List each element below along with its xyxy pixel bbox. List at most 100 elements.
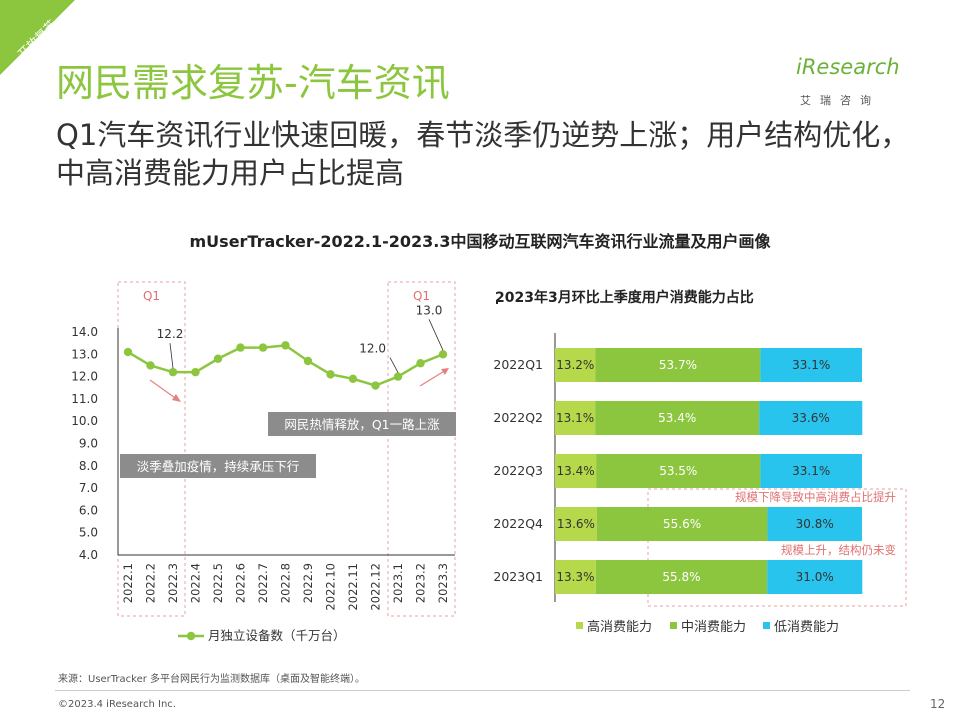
corner-banner: 开放复苏 — [0, 0, 75, 75]
value-label-leader — [389, 357, 399, 373]
x-tick-label: 2023.1 — [391, 563, 405, 603]
x-tick-label: 2022.5 — [211, 563, 225, 603]
trend-arrow-down — [149, 379, 179, 401]
legend-marker — [186, 631, 196, 641]
x-tick-label: 2022.1 — [121, 563, 135, 603]
data-point — [326, 370, 335, 379]
data-point — [303, 356, 313, 366]
bar-segment — [596, 507, 768, 541]
bar-segment — [595, 560, 768, 594]
value-label-leader — [428, 319, 444, 351]
data-point — [168, 367, 178, 377]
brand-logo: iResearch 艾瑞咨询 — [790, 55, 920, 107]
data-point — [281, 341, 290, 350]
data-point — [416, 359, 425, 368]
data-point — [393, 372, 403, 381]
category-label: 2022Q1 — [493, 357, 543, 372]
trend-arrow-up — [419, 369, 447, 387]
bar-segment — [595, 348, 761, 382]
annotation-region — [647, 488, 907, 607]
bar-value-label: 13.3% — [556, 570, 594, 584]
bar-value-label: 53.5% — [659, 464, 697, 478]
x-tick-label: 2022.11 — [346, 563, 360, 611]
x-tick-label: 2022.2 — [144, 563, 158, 603]
data-point — [191, 367, 200, 377]
bar-value-label: 53.4% — [658, 411, 696, 425]
trend-arrow-up-head — [441, 368, 449, 375]
bar-segment — [759, 401, 863, 435]
annotation-fall: 淡季叠加疫情，持续承压下行 — [137, 459, 300, 474]
bar-segment — [767, 560, 863, 594]
data-point — [213, 354, 223, 363]
bar-value-label: 55.6% — [663, 517, 701, 531]
y-tick-label: 6.0 — [79, 503, 98, 517]
copyright: ©2023.4 iResearch Inc. — [58, 699, 176, 710]
bar-segment — [555, 401, 596, 435]
data-point — [348, 374, 358, 384]
bar-value-label: 13.2% — [556, 358, 594, 372]
x-tick-label: 2022.4 — [189, 563, 203, 603]
annotation-box-fall — [120, 454, 316, 478]
title-marker — [496, 300, 498, 304]
y-tick-label: 14.0 — [71, 325, 98, 339]
y-tick-label: 12.0 — [71, 370, 98, 384]
annotation-rise: 网民热情释放，Q1一路上涨 — [284, 417, 440, 432]
bar-value-label: 13.1% — [556, 411, 594, 425]
legend-label: 低消费能力 — [774, 620, 839, 635]
bar-value-label: 53.7% — [659, 358, 697, 372]
y-tick-label: 9.0 — [79, 437, 98, 451]
x-tick-label: 2022.12 — [369, 563, 383, 611]
value-label: 12.0 — [359, 342, 386, 356]
bar-segment — [555, 348, 596, 382]
brand-cn-text: 艾瑞咨询 — [800, 94, 880, 107]
x-tick-label: 2023.2 — [414, 563, 428, 603]
bar-segment — [760, 348, 862, 382]
y-tick-label: 13.0 — [71, 347, 98, 361]
bar-value-label: 33.1% — [792, 464, 830, 478]
category-label: 2022Q2 — [493, 410, 543, 425]
category-label: 2022Q3 — [493, 463, 543, 478]
data-point — [258, 343, 268, 352]
y-tick-label: 8.0 — [79, 459, 98, 473]
legend-swatch — [763, 622, 770, 629]
bar-segment — [767, 507, 862, 541]
x-tick-label: 2022.7 — [256, 563, 270, 603]
bar-value-label: 30.8% — [796, 517, 834, 531]
bar-value-label: 13.6% — [557, 517, 595, 531]
value-label-leader — [169, 343, 174, 369]
data-point — [236, 343, 245, 352]
bar-value-label: 55.8% — [662, 570, 700, 584]
bar-value-label: 31.0% — [796, 570, 834, 584]
footer-divider — [55, 690, 910, 691]
page-subtitle: Q1汽车资讯行业快速回暖，春节淡季仍逆势上涨；用户结构优化，中高消费能力用户占比… — [56, 118, 910, 190]
bar-value-label: 33.1% — [792, 358, 830, 372]
value-label: 13.0 — [416, 303, 443, 317]
x-tick-label: 2022.8 — [279, 563, 293, 603]
x-tick-label: 2022.3 — [166, 563, 180, 603]
data-point — [146, 361, 155, 370]
brand-logo-text: iResearch — [796, 55, 900, 79]
legend-label: 中消费能力 — [681, 620, 746, 635]
bar-value-label: 13.4% — [557, 464, 595, 478]
y-tick-label: 7.0 — [79, 481, 98, 495]
trend-arrow-down-head — [172, 394, 181, 402]
bar-segment — [555, 507, 597, 541]
annotation-note: 规模上升，结构仍未变 — [781, 543, 896, 557]
bar-chart: 2022Q1 13.2% 53.7% 33.1% 2022Q2 13.1% 53.4% 33.… — [493, 300, 907, 635]
legend-swatch — [670, 622, 677, 629]
data-point — [123, 347, 133, 357]
source-note: 来源：UserTracker 多平台网民行为监测数据库（桌面及智能终端）。 — [58, 674, 366, 685]
legend-label: 高消费能力 — [587, 619, 652, 635]
x-tick-label: 2022.9 — [301, 563, 315, 603]
annotation-box-rise — [268, 412, 456, 436]
corner-banner-shape — [0, 0, 75, 75]
bar-segment — [595, 401, 760, 435]
bar-segment — [596, 454, 761, 488]
page-number: 12 — [930, 697, 946, 711]
y-tick-label: 4.0 — [79, 548, 98, 562]
legend-label: 月独立设备数（千万台） — [208, 628, 346, 643]
q1-highlight-box — [387, 281, 456, 617]
legend-swatch — [576, 622, 583, 629]
x-tick-label: 2023.3 — [436, 563, 450, 603]
bar-value-label: 33.6% — [792, 411, 830, 425]
